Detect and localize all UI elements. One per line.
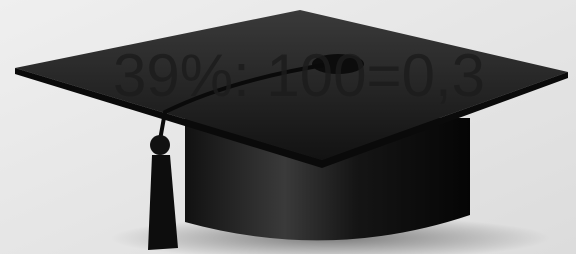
tassel-knot bbox=[150, 135, 170, 155]
slide: 39%: 100=0,3 bbox=[0, 0, 576, 254]
slide-text: 39%: 100=0,3 bbox=[113, 42, 485, 109]
